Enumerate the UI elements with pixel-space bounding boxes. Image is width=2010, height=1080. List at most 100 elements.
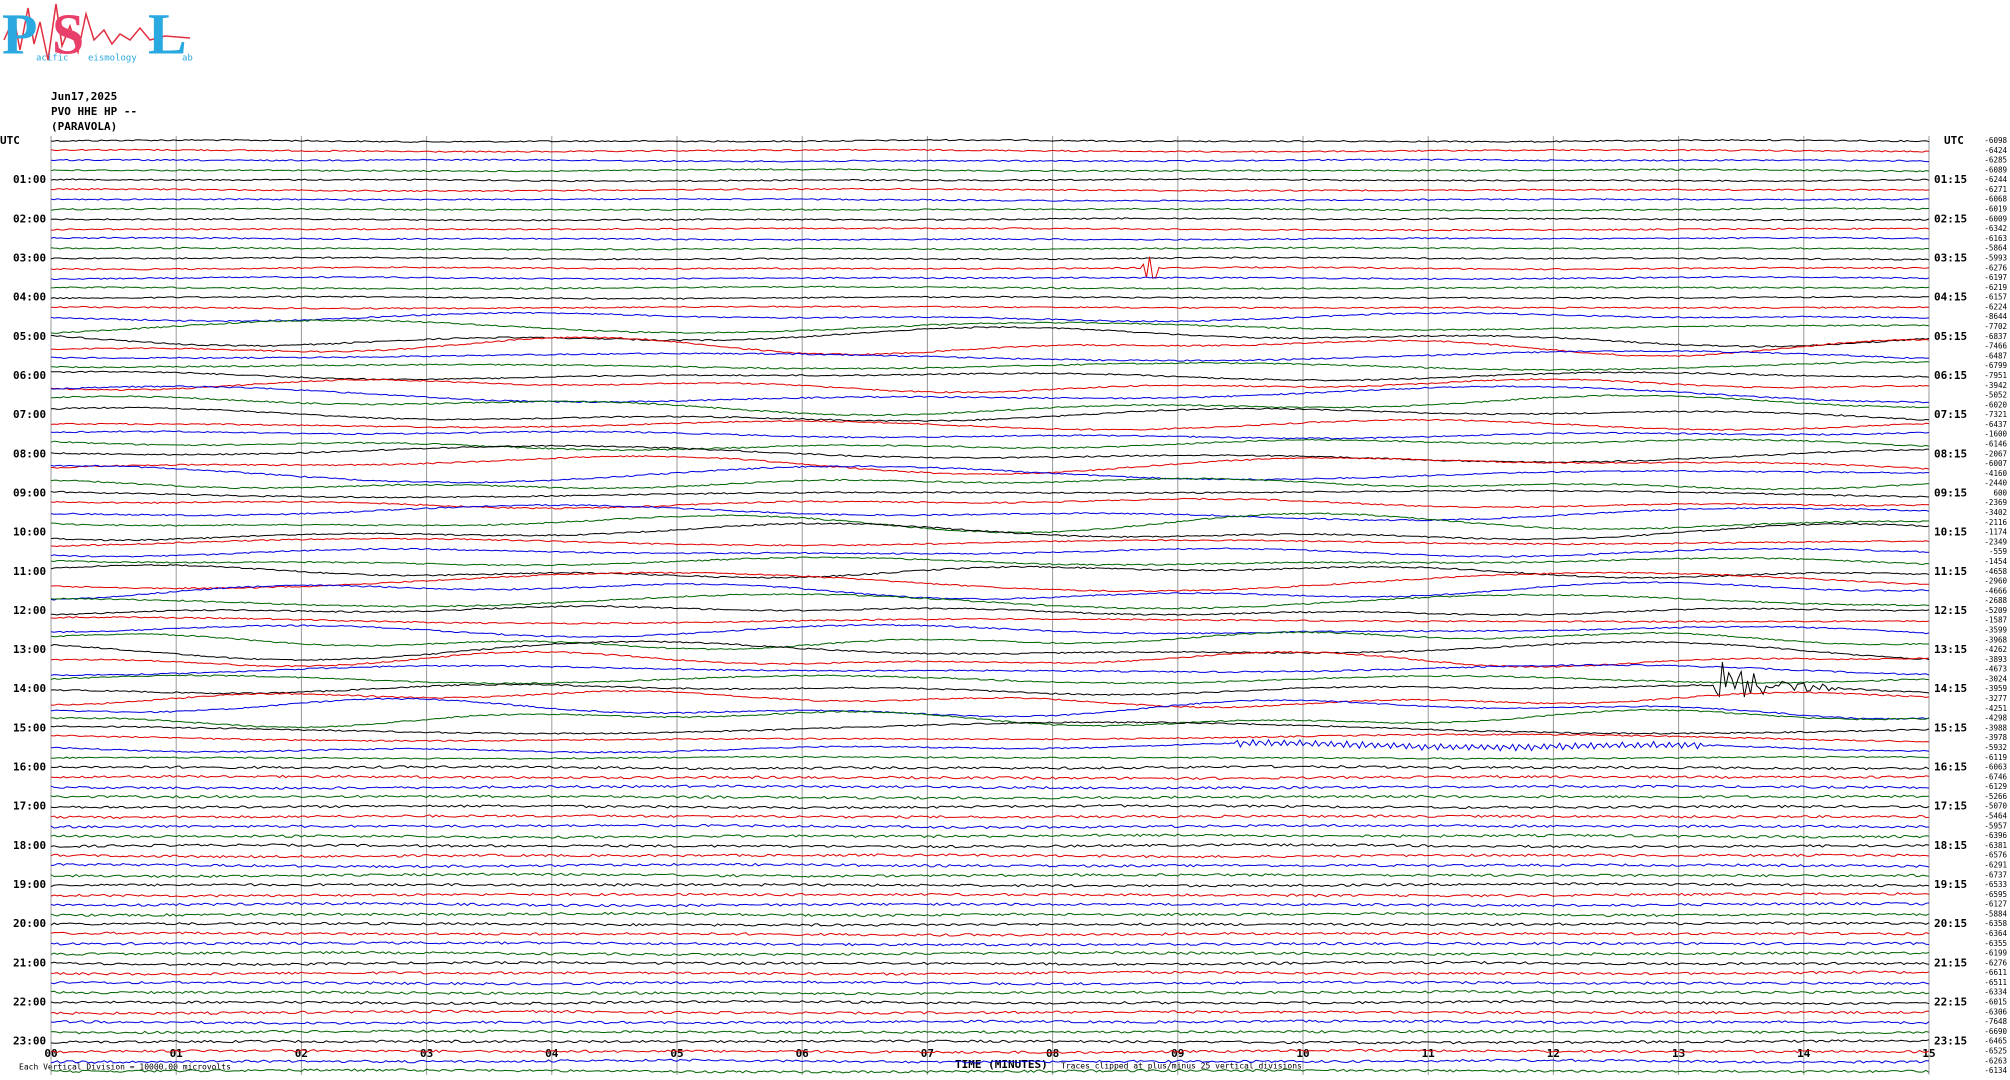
hour-label: 09:00 [13, 486, 46, 499]
trace-offset: -1600 [1984, 430, 2007, 439]
trace [50, 823, 1930, 830]
trace [50, 285, 1930, 290]
trace-offset: -2067 [1984, 449, 2007, 458]
trace-offset: -4658 [1984, 567, 2007, 576]
x-tick-label: 06 [796, 1047, 810, 1060]
trace-offset: -6611 [1984, 968, 2007, 977]
trace [50, 862, 1930, 869]
trace [51, 370, 1930, 382]
trace-offset: -6219 [1984, 283, 2007, 292]
trace [50, 489, 1930, 499]
trace [50, 464, 1929, 484]
trace [50, 497, 1930, 510]
right-corner: UTC [1944, 134, 1964, 147]
hour-label: 15:15 [1934, 721, 1967, 734]
x-tick-label: 00 [44, 1047, 57, 1060]
hour-label: 03:00 [13, 251, 46, 264]
hour-label: 22:00 [13, 996, 46, 1009]
trace-offset: -8644 [1984, 312, 2007, 321]
trace-offset: -6342 [1984, 224, 2007, 233]
trace-offset: -3968 [1984, 635, 2007, 644]
trace-offset: -6157 [1984, 293, 2007, 302]
trace [50, 721, 1930, 735]
trace [50, 361, 1930, 372]
trace [50, 217, 1930, 222]
trace-offset: -6437 [1984, 420, 2007, 429]
trace [50, 990, 1930, 996]
trace-offset: -2349 [1984, 537, 2007, 546]
trace [50, 843, 1930, 849]
logo-letter: L [148, 1, 187, 66]
hour-label: 20:15 [1934, 917, 1967, 930]
trace [50, 319, 1930, 334]
trace [50, 605, 1930, 616]
hour-label: 06:00 [13, 369, 46, 382]
trace-offset: -3402 [1984, 508, 2007, 517]
trace-offset: -6334 [1984, 988, 2007, 997]
trace [50, 663, 1930, 677]
trace-offset: -2116 [1984, 518, 2007, 527]
trace-offset: -5464 [1984, 812, 2007, 821]
trace [50, 295, 1930, 300]
trace [50, 901, 1930, 908]
trace-offset: -2688 [1984, 596, 2007, 605]
trace [50, 593, 1930, 610]
trace [50, 556, 1930, 567]
trace [50, 336, 1930, 358]
trace [50, 406, 1930, 422]
trace-offset: -7321 [1984, 410, 2007, 419]
hour-label: 22:15 [1934, 996, 1967, 1009]
trace [50, 921, 1930, 927]
hour-label: 08:00 [13, 447, 46, 460]
hour-label: 17:00 [13, 800, 46, 813]
hour-label: 20:00 [13, 917, 46, 930]
trace-offset: -6837 [1984, 332, 2007, 341]
trace-offset: -4298 [1984, 714, 2007, 723]
logo-word: eismology [88, 54, 137, 64]
x-tick-label: 09 [1171, 1047, 1184, 1060]
station: PVO HHE HP -- [51, 105, 137, 118]
trace-offset: -6129 [1984, 782, 2007, 791]
trace-offset: -1454 [1984, 557, 2007, 566]
trace-offset: -3942 [1984, 381, 2007, 390]
x-tick-label: 03 [420, 1047, 433, 1060]
trace-offset: -5884 [1984, 909, 2007, 918]
trace-offset: -6291 [1984, 860, 2007, 869]
trace [50, 872, 1930, 878]
hour-label: 23:00 [13, 1035, 46, 1048]
trace-offset: -4666 [1984, 586, 2007, 595]
trace [50, 804, 1930, 810]
trace-offset: -6134 [1984, 1066, 2007, 1075]
trace [50, 833, 1930, 839]
trace-offset: -6576 [1984, 851, 2007, 860]
scale-note: Each Vertical Division = 10000.00 microv… [19, 1063, 231, 1072]
trace [51, 227, 1930, 232]
hour-label: 10:00 [13, 526, 46, 539]
trace-offset: -3959 [1984, 684, 2007, 693]
trace [50, 689, 1930, 709]
trace [50, 784, 1930, 790]
hour-label: 07:00 [13, 408, 46, 421]
trace-offset: -4160 [1984, 469, 2007, 478]
trace [50, 774, 1930, 780]
trace [50, 970, 1930, 976]
hour-label: 09:15 [1934, 486, 1967, 499]
hour-label: 16:15 [1934, 761, 1967, 774]
hour-label: 02:00 [13, 212, 46, 225]
trace [50, 455, 1930, 476]
hour-label: 19:00 [13, 878, 46, 891]
hour-label: 08:15 [1934, 447, 1967, 460]
trace-offset: -6276 [1984, 263, 2007, 272]
trace-offset: -6533 [1984, 880, 2007, 889]
trace [50, 275, 1930, 281]
trace [50, 764, 1930, 771]
x-tick-label: 05 [670, 1047, 683, 1060]
trace [50, 256, 1930, 261]
trace-offset: -3988 [1984, 723, 2007, 732]
hour-label: 21:15 [1934, 956, 1967, 969]
logo-word: ab [182, 54, 193, 64]
hour-label: 12:15 [1934, 604, 1967, 617]
hour-label: 03:15 [1934, 251, 1967, 264]
hour-label: 02:15 [1934, 212, 1967, 225]
